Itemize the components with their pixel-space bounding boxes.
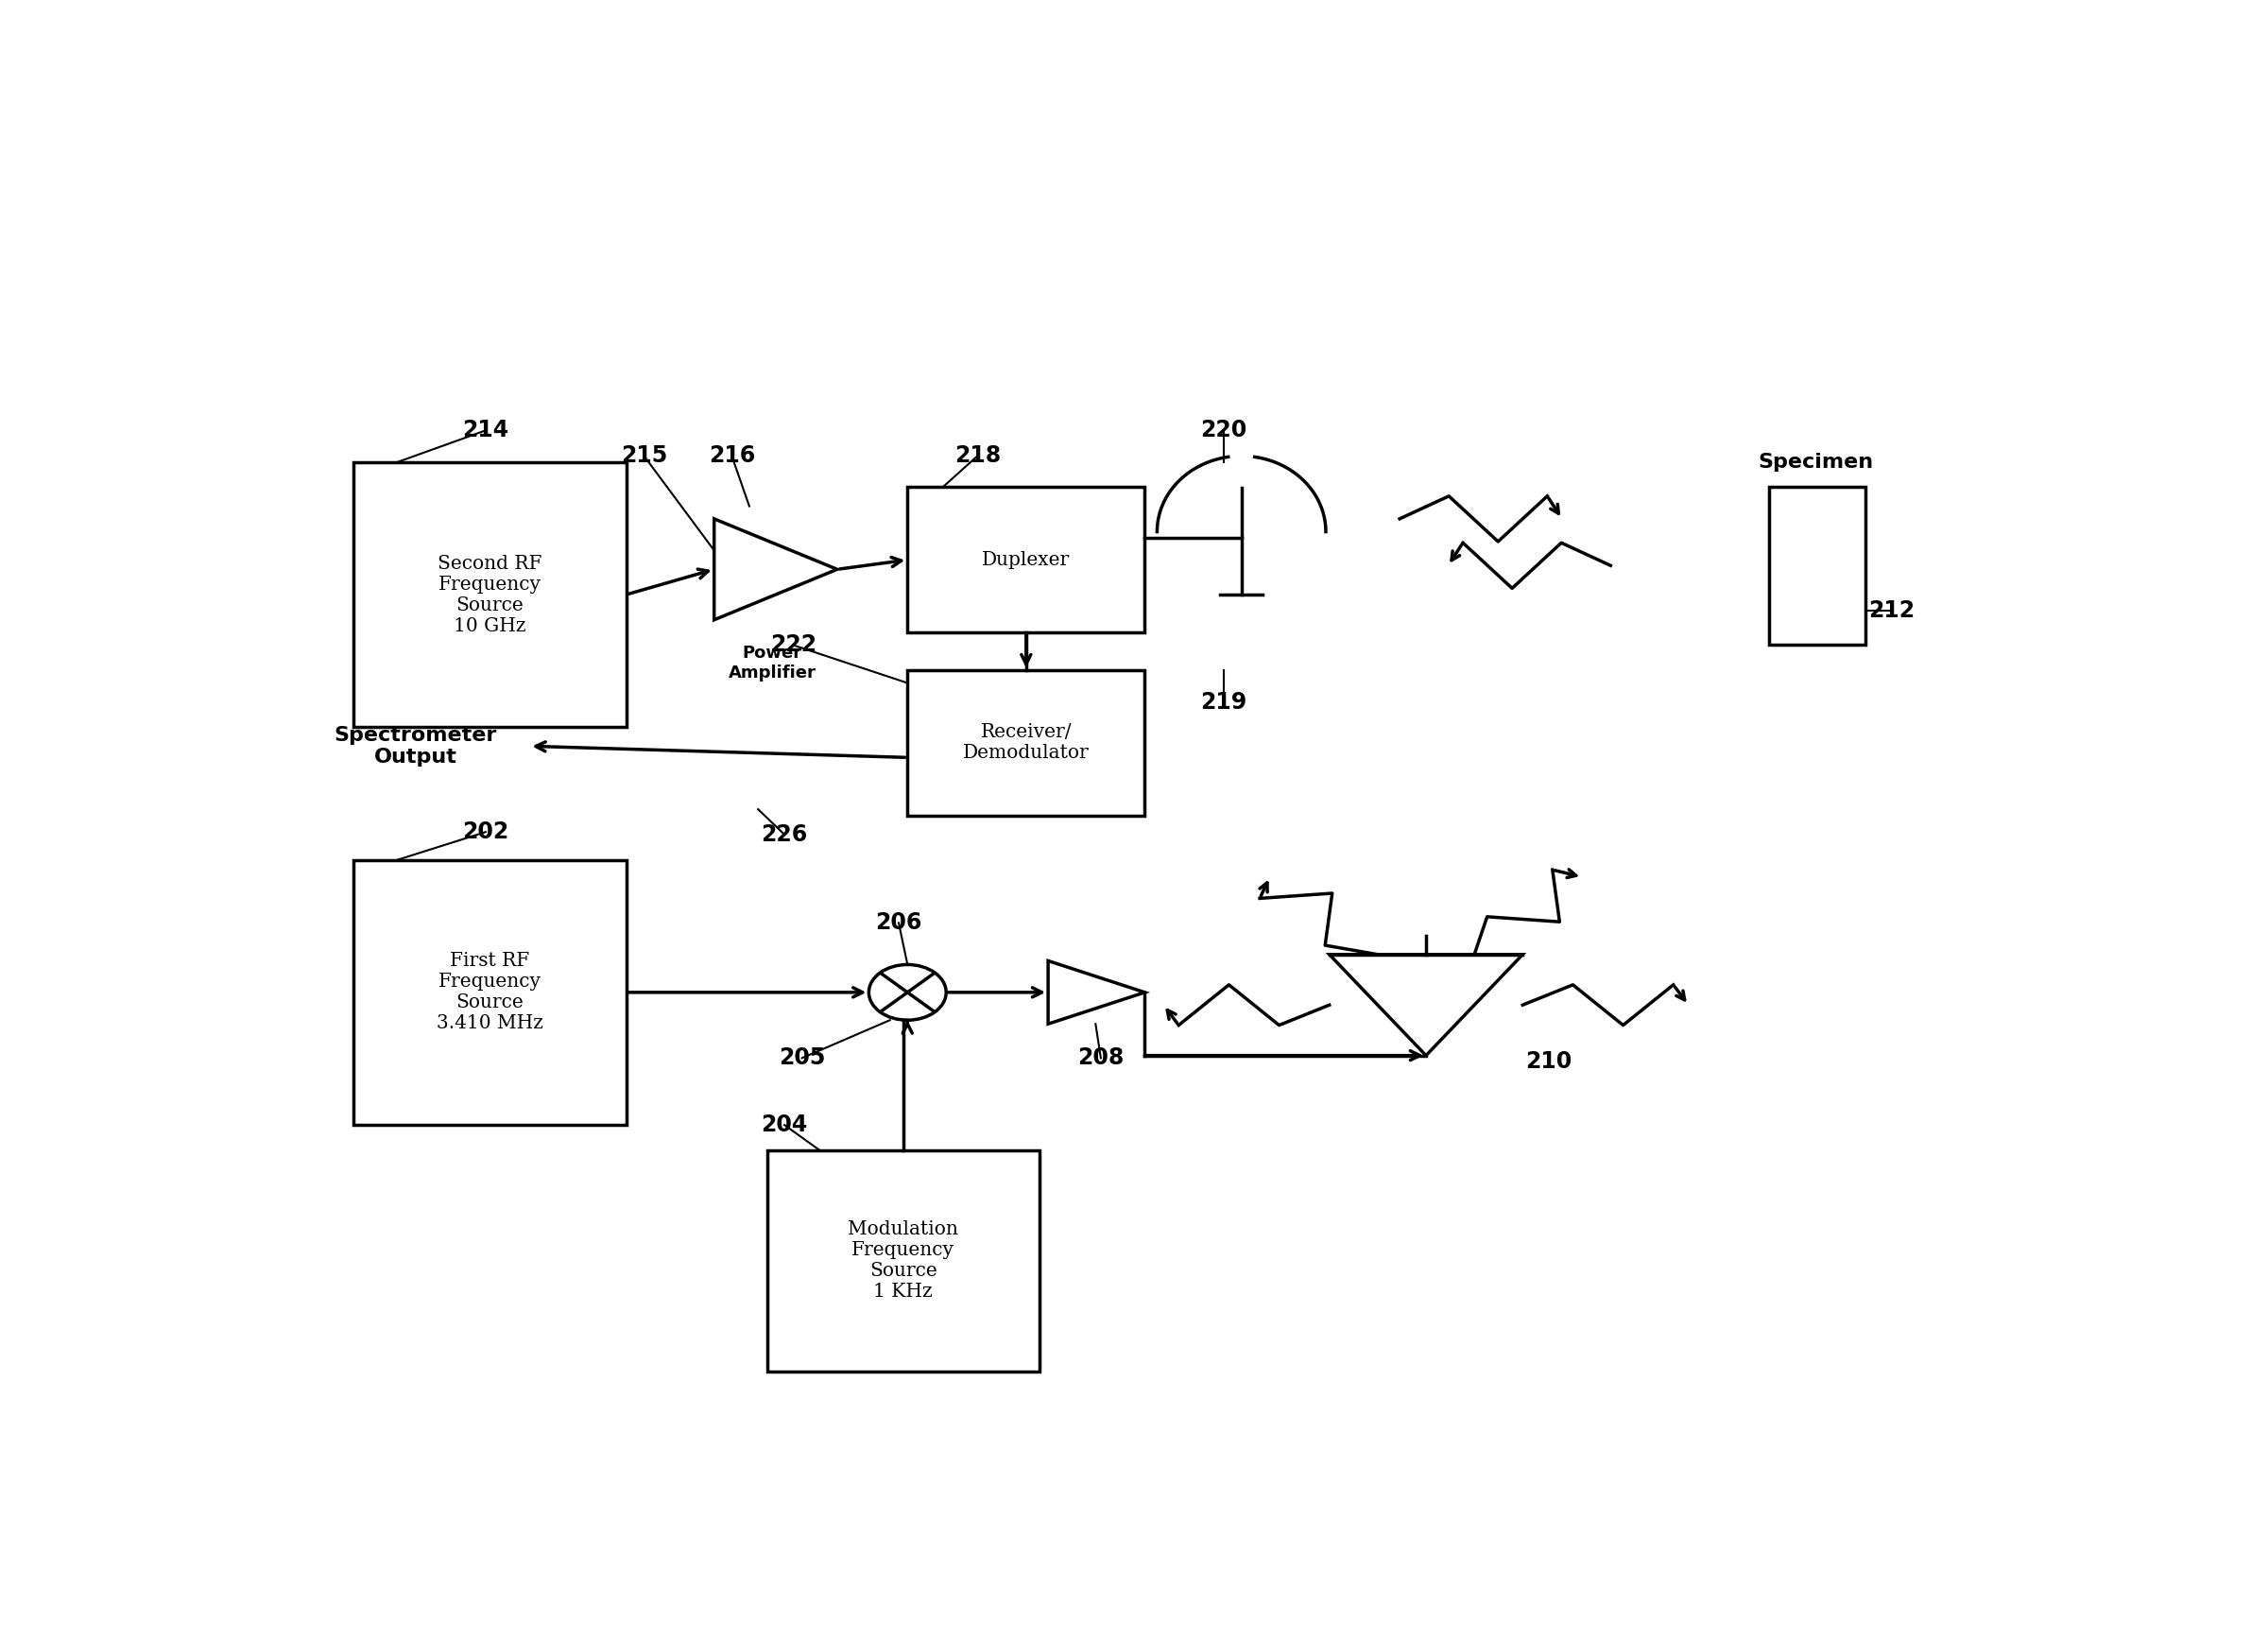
Text: Receiver/
Demodulator: Receiver/ Demodulator [964,723,1089,763]
FancyBboxPatch shape [907,671,1145,815]
Text: Duplexer: Duplexer [982,551,1070,569]
Text: 215: 215 [621,444,667,467]
FancyBboxPatch shape [907,487,1145,633]
FancyBboxPatch shape [354,859,626,1125]
Text: 222: 222 [771,633,816,656]
Text: 208: 208 [1077,1046,1125,1069]
Text: Power
Amplifier: Power Amplifier [728,645,816,682]
FancyBboxPatch shape [354,462,626,727]
Text: Specimen: Specimen [1758,453,1873,471]
Text: 204: 204 [762,1114,807,1137]
Text: Spectrometer
Output: Spectrometer Output [333,727,497,766]
Text: 218: 218 [955,444,1000,467]
Text: 219: 219 [1200,690,1247,713]
Text: 226: 226 [762,823,807,846]
Text: 210: 210 [1526,1051,1572,1073]
Text: 214: 214 [463,420,508,441]
Text: Modulation
Frequency
Source
1 KHz: Modulation Frequency Source 1 KHz [848,1220,959,1301]
Text: Second RF
Frequency
Source
10 GHz: Second RF Frequency Source 10 GHz [438,554,542,635]
Text: First RF
Frequency
Source
3.410 MHz: First RF Frequency Source 3.410 MHz [438,953,544,1033]
Text: 220: 220 [1200,420,1247,441]
FancyBboxPatch shape [767,1150,1039,1371]
FancyBboxPatch shape [1769,487,1864,645]
Text: 216: 216 [708,444,755,467]
Text: 205: 205 [778,1046,826,1069]
Text: 202: 202 [463,820,508,843]
Text: 206: 206 [875,912,923,935]
Text: 212: 212 [1869,600,1914,622]
